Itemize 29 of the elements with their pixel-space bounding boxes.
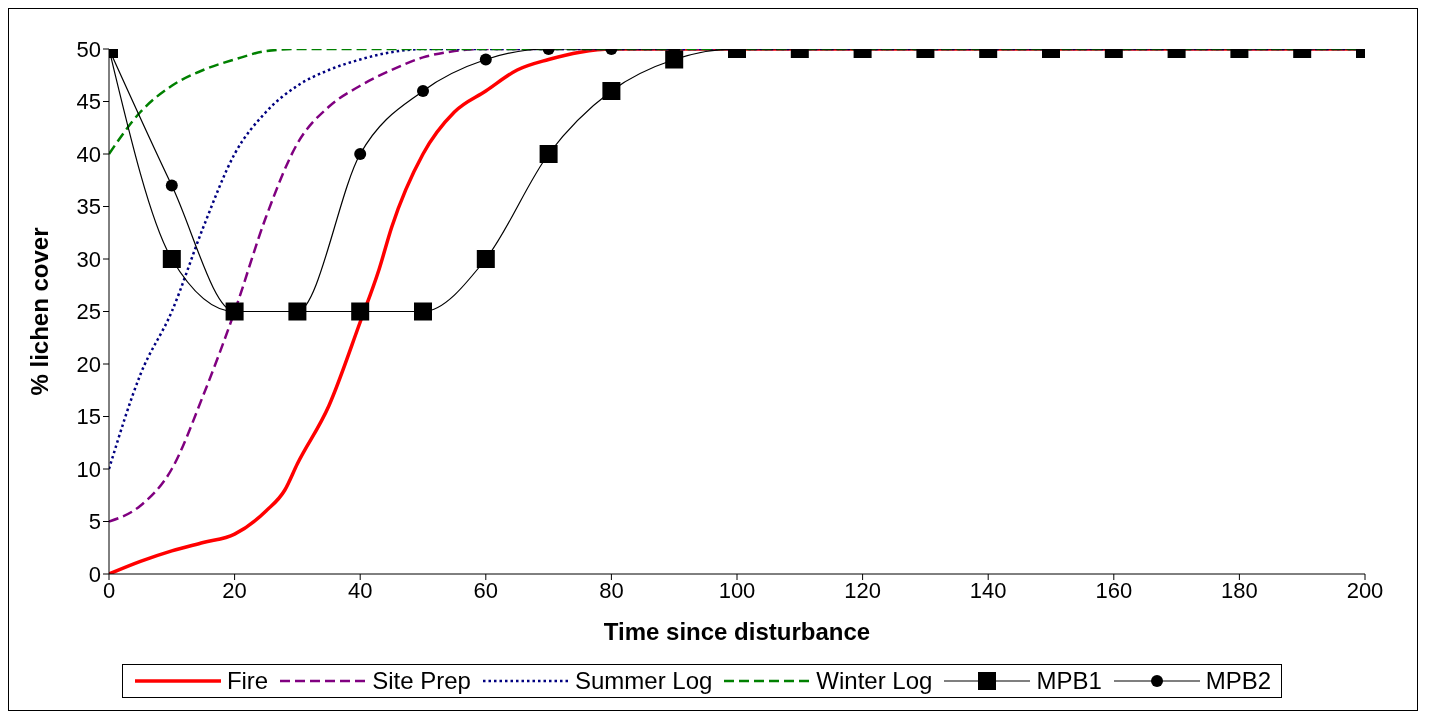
y-tick-label: 10	[76, 456, 101, 482]
y-tick-label: 50	[76, 36, 101, 62]
y-tick-label: 40	[76, 141, 101, 167]
legend-label: Winter Log	[816, 667, 933, 695]
legend-label: MPB1	[1036, 667, 1102, 695]
legend-label: Summer Log	[574, 667, 713, 695]
y-tick-label: 45	[76, 89, 101, 115]
x-tick-label: 60	[473, 577, 499, 603]
y-tick-label: 35	[76, 194, 101, 220]
x-tick-label: 100	[718, 577, 756, 603]
y-tick-label: 30	[76, 246, 101, 272]
x-axis-title: Time since disturbance	[603, 618, 871, 645]
legend-label: MPB2	[1205, 667, 1272, 695]
x-tick-label: 20	[222, 577, 247, 603]
y-tick-label: 25	[76, 299, 101, 325]
x-tick-label: 180	[1221, 577, 1258, 603]
legend-label: Site Prep	[372, 667, 471, 695]
y-axis-title: % lichen cover	[25, 227, 53, 396]
y-tick-label: 15	[76, 404, 101, 430]
x-tick-label: 200	[1346, 577, 1384, 603]
y-tick-label: 20	[76, 351, 101, 377]
x-tick-label: 140	[969, 577, 1007, 603]
legend-label: Fire	[226, 667, 269, 695]
x-tick-label: 40	[347, 577, 373, 603]
x-tick-label: 120	[844, 577, 881, 603]
y-tick-label: 5	[88, 509, 101, 535]
x-tick-label: 160	[1095, 577, 1133, 603]
x-tick-label: 80	[599, 577, 624, 603]
y-tick-label: 0	[88, 561, 101, 587]
